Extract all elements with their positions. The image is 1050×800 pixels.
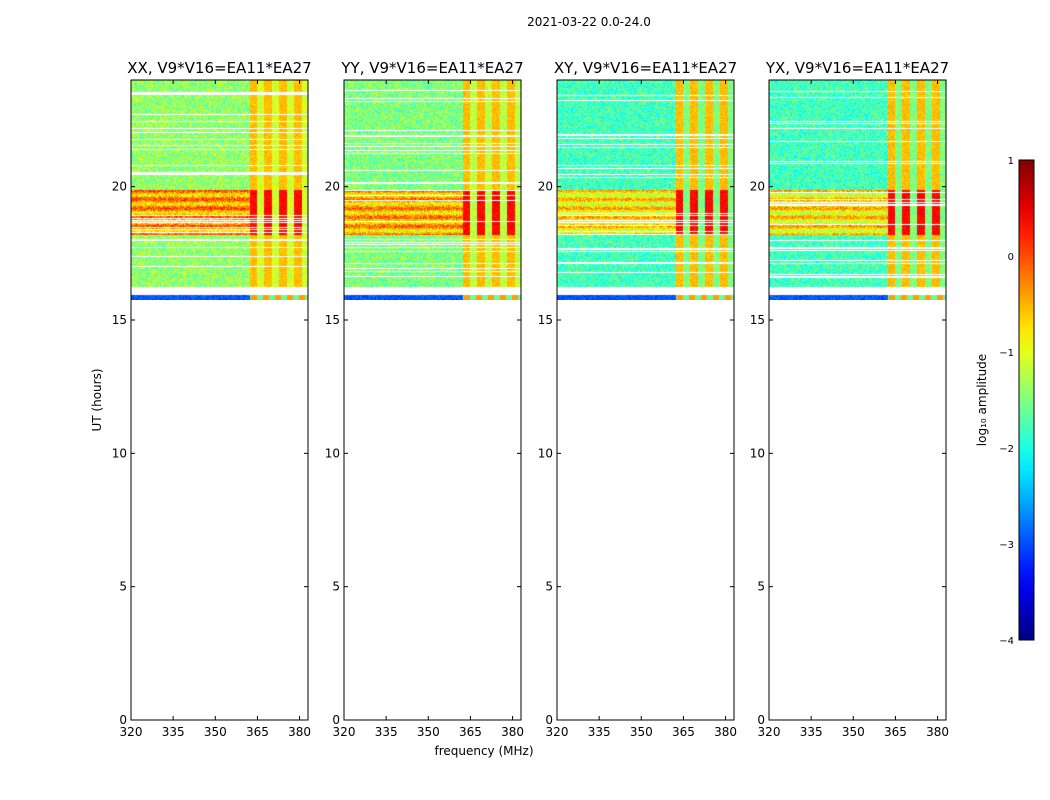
y-tick-label: 10 <box>112 446 127 460</box>
x-tick-label: 365 <box>459 725 482 739</box>
x-tick-label: 365 <box>672 725 695 739</box>
heatmap-canvas <box>557 80 734 300</box>
heatmap-image <box>344 80 521 300</box>
x-tick-label: 320 <box>546 725 569 739</box>
y-tick-label: 20 <box>750 180 765 194</box>
colorbar-label: log₁₀ amplitude <box>975 354 989 446</box>
y-tick-label: 0 <box>757 713 765 727</box>
y-tick-label: 15 <box>112 313 127 327</box>
x-tick-label: 335 <box>800 725 823 739</box>
axes-frame <box>130 79 309 721</box>
x-tick-label: 365 <box>884 725 907 739</box>
y-axis-label: UT (hours) <box>90 368 104 431</box>
x-tick-label: 365 <box>246 725 269 739</box>
x-tick-label: 320 <box>758 725 781 739</box>
y-tick-label: 20 <box>112 180 127 194</box>
x-tick-label: 350 <box>204 725 227 739</box>
panel-title: YX, V9*V16=EA11*EA27 <box>765 59 949 77</box>
heatmap-image <box>557 80 734 300</box>
colorbar-bar <box>1018 159 1035 641</box>
colorbar-tick-label: 1 <box>1008 156 1014 167</box>
x-tick-label: 380 <box>501 725 524 739</box>
y-tick-label: 0 <box>332 713 340 727</box>
y-tick-label: 5 <box>545 580 553 594</box>
heatmap-canvas <box>769 80 946 300</box>
panel-yx: YX, V9*V16=EA11*EA27 320 335 350 365 380 0 5 10 1… <box>750 59 949 739</box>
y-tick-label: 15 <box>750 313 765 327</box>
y-tick-label: 0 <box>119 713 127 727</box>
panel-title: XY, V9*V16=EA11*EA27 <box>554 59 737 77</box>
x-tick-label: 350 <box>417 725 440 739</box>
x-tick-label: 350 <box>630 725 653 739</box>
colorbar-tick-label: −3 <box>999 540 1014 551</box>
x-tick-label: 335 <box>162 725 185 739</box>
x-tick-label: 380 <box>714 725 737 739</box>
y-tick-label: 10 <box>750 446 765 460</box>
y-tick-label: 10 <box>538 446 553 460</box>
x-tick-label: 350 <box>842 725 865 739</box>
heatmap-image <box>131 80 308 300</box>
colorbar-tick-label: −2 <box>999 444 1014 455</box>
figure-suptitle: 2021-03-22 0.0-24.0 <box>527 15 651 29</box>
axes-frame <box>768 79 947 721</box>
colorbar-tick-label: −4 <box>999 636 1014 647</box>
panel-title: XX, V9*V16=EA11*EA27 <box>127 59 311 77</box>
x-tick-label: 320 <box>120 725 143 739</box>
axes-frame <box>343 79 522 721</box>
y-tick-label: 0 <box>545 713 553 727</box>
y-tick-label: 15 <box>325 313 340 327</box>
x-tick-label: 335 <box>588 725 611 739</box>
heatmap-canvas <box>344 80 521 300</box>
y-tick-label: 5 <box>757 580 765 594</box>
y-tick-label: 5 <box>119 580 127 594</box>
heatmap-canvas <box>131 80 308 300</box>
x-tick-label: 335 <box>375 725 398 739</box>
colorbar-tick-label: 0 <box>1008 252 1014 263</box>
axes-frame <box>556 79 735 721</box>
x-axis-label: frequency (MHz) <box>434 744 533 758</box>
y-tick-label: 10 <box>325 446 340 460</box>
y-tick-label: 20 <box>325 180 340 194</box>
panel-xy: XY, V9*V16=EA11*EA27 320 335 350 365 380 0 5 10 1… <box>538 59 737 739</box>
x-tick-label: 380 <box>288 725 311 739</box>
panel-xx: XX, V9*V16=EA11*EA27 320 335 350 365 380 0 5 10 1… <box>112 59 312 739</box>
y-tick-label: 20 <box>538 180 553 194</box>
y-tick-label: 5 <box>332 580 340 594</box>
colorbar: 1 0 −1 −2 −3 −4 log₁₀ amplitude <box>975 156 1035 647</box>
x-tick-label: 320 <box>333 725 356 739</box>
panels: XX, V9*V16=EA11*EA27 320 335 350 365 380 0 5 10 1… <box>112 59 949 739</box>
y-tick-label: 15 <box>538 313 553 327</box>
x-tick-label: 380 <box>926 725 949 739</box>
heatmap-image <box>769 80 946 300</box>
colorbar-tick-label: −1 <box>999 348 1014 359</box>
panel-yy: YY, V9*V16=EA11*EA27 320 335 350 365 380 0 5 10 1… <box>325 59 524 739</box>
panel-title: YY, V9*V16=EA11*EA27 <box>340 59 523 77</box>
